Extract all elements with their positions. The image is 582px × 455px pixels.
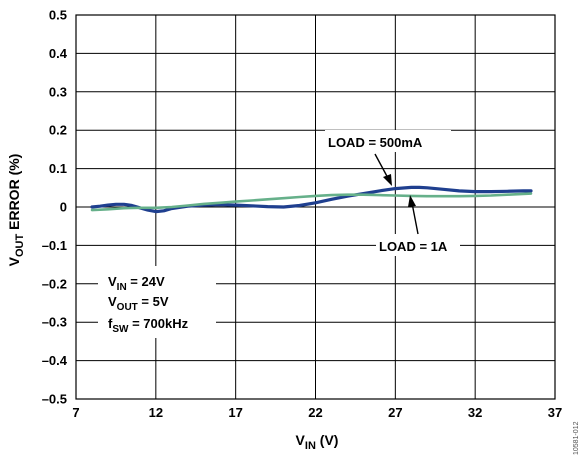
y-tick-label: 0.1 — [49, 161, 67, 176]
y-tick-labels: –0.5 –0.4 –0.3 –0.2 –0.1 0 0.1 0.2 0.3 0.4 0.5 — [42, 8, 68, 407]
x-tick-label: 37 — [548, 405, 562, 420]
y-axis-label: VOUT ERROR (%) — [6, 154, 26, 267]
plot-border — [75, 14, 556, 400]
condition-vin: VIN = 24V — [108, 274, 165, 293]
y-tick-label: –0.3 — [42, 315, 67, 330]
series-line-load-1a — [90, 192, 533, 212]
x-tick-label: 12 — [149, 405, 163, 420]
load-500ma-label: LOAD = 500mA — [328, 135, 423, 150]
plot-frame — [75, 14, 556, 400]
y-tick-label: 0.4 — [49, 46, 68, 61]
x-tick-label: 7 — [72, 405, 79, 420]
x-tick-label: 32 — [468, 405, 482, 420]
y-tick-label: –0.5 — [42, 392, 67, 407]
load-1a-label-bg — [376, 234, 460, 256]
load-1a-arrow-shaft — [411, 202, 419, 235]
load-1a-label: LOAD = 1A — [379, 239, 448, 254]
x-tick-label: 22 — [308, 405, 322, 420]
y-tick-label: 0.2 — [49, 123, 67, 138]
y-tick-label: 0.3 — [49, 84, 67, 99]
x-tick-label: 27 — [388, 405, 402, 420]
y-tick-label: 0 — [60, 200, 67, 215]
figure-id: 10581-012 — [573, 421, 580, 455]
x-tick-labels: 7 12 17 22 27 32 37 — [72, 405, 562, 420]
y-tick-label: –0.1 — [42, 238, 67, 253]
y-tick-label: –0.4 — [42, 353, 68, 368]
load-500ma-arrow-head — [383, 174, 392, 186]
load-1a-arrow-head — [408, 195, 416, 207]
x-axis-label: VIN (V) — [296, 432, 339, 452]
conditions-box-bg — [98, 266, 216, 338]
y-tick-label: 0.5 — [49, 8, 67, 23]
x-tick-label: 17 — [228, 405, 242, 420]
series-group — [90, 185, 533, 214]
condition-vout: VOUT = 5V — [108, 294, 169, 313]
load-500ma-label-bg — [325, 130, 451, 152]
y-tick-label: –0.2 — [42, 276, 67, 291]
condition-fsw: fSW = 700kHz — [108, 316, 189, 335]
